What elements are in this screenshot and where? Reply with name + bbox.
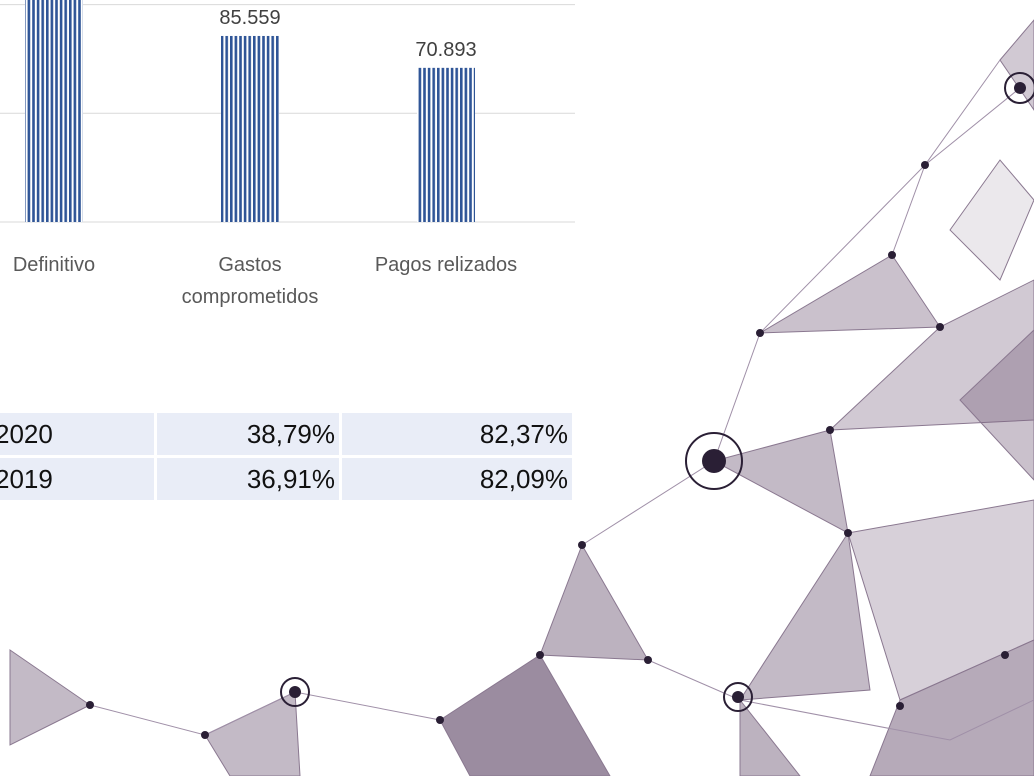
table-cell: 2020 bbox=[0, 413, 154, 455]
bar bbox=[417, 67, 475, 223]
x-tick-label: Pagos relizados bbox=[374, 254, 518, 276]
table-row: 2020 38,79% 82,37% bbox=[0, 413, 572, 455]
bar bbox=[25, 0, 83, 222]
value-label: 85.559 bbox=[219, 7, 280, 29]
table-row: 2019 36,91% 82,09% bbox=[0, 458, 572, 500]
table-cell: 2019 bbox=[0, 458, 154, 500]
table-cell: 82,09% bbox=[342, 458, 572, 500]
x-tick-label: Gastos comprometidos bbox=[181, 254, 319, 308]
table-cell: 82,37% bbox=[342, 413, 572, 455]
bar bbox=[221, 35, 279, 222]
x-tick-label: Definitivo bbox=[12, 254, 96, 276]
value-label: 70.893 bbox=[415, 39, 476, 61]
bar-chart: 85.559 70.893 bbox=[0, 0, 575, 223]
data-table: 2020 38,79% 82,37% 2019 36,91% 82,09% bbox=[0, 410, 575, 503]
table-cell: 38,79% bbox=[157, 413, 339, 455]
table-cell: 36,91% bbox=[157, 458, 339, 500]
